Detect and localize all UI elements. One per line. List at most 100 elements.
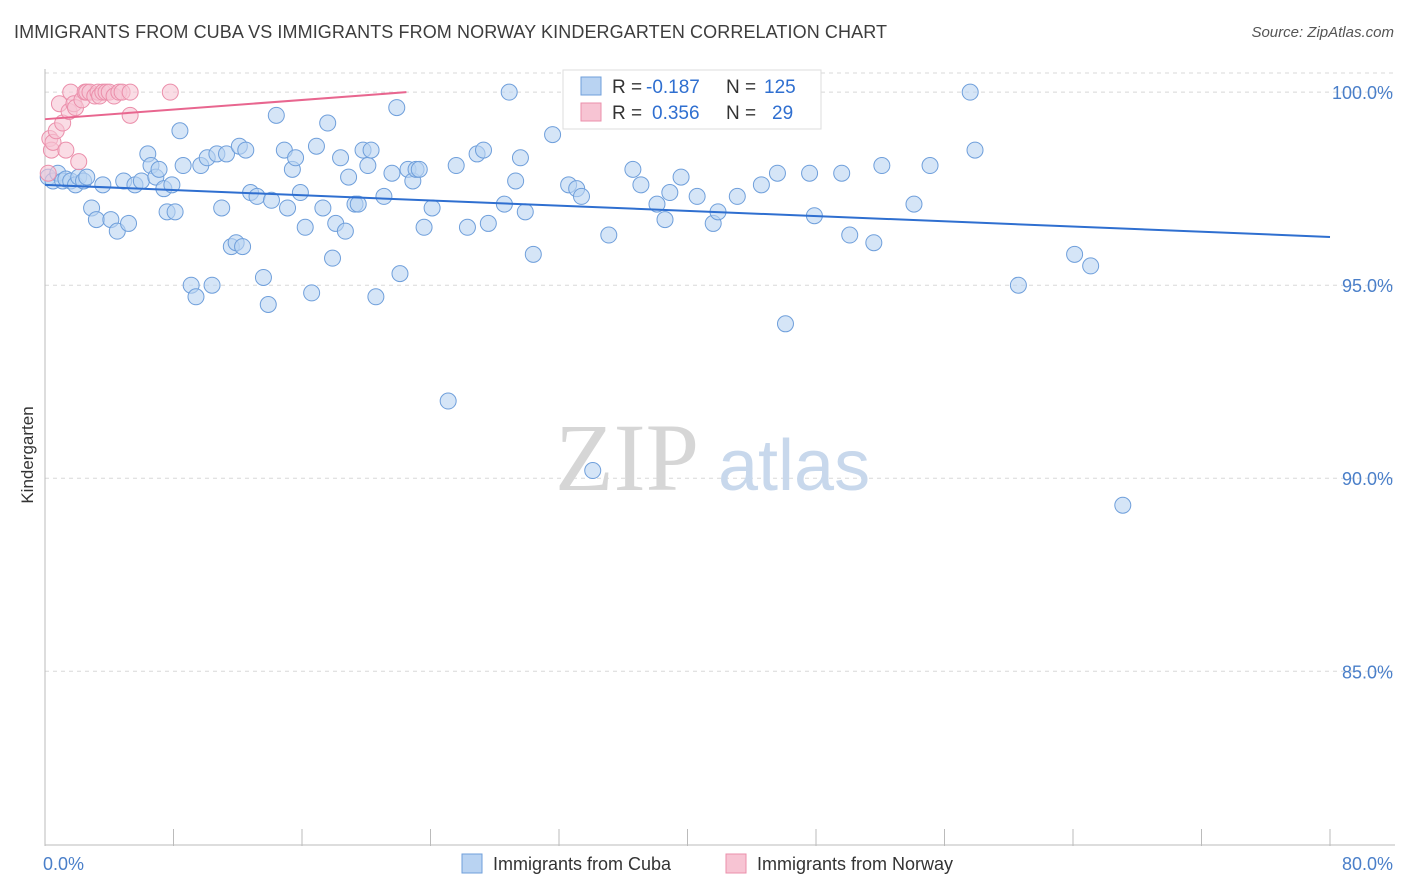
data-point-cuba	[475, 141, 493, 159]
data-point-cuba	[362, 141, 380, 159]
data-point-cuba	[367, 288, 385, 306]
data-point-cuba	[78, 168, 96, 186]
data-point-cuba	[262, 191, 280, 209]
data-point-cuba	[259, 296, 277, 314]
data-point-norway	[161, 83, 179, 101]
data-point-cuba	[672, 168, 690, 186]
data-point-cuba	[801, 164, 819, 182]
data-point-cuba	[447, 157, 465, 175]
data-point-norway	[57, 141, 75, 159]
data-point-cuba	[921, 157, 939, 175]
stats-n-label-norway: N =	[726, 103, 756, 124]
y-tick-label: 85.0%	[1342, 662, 1393, 682]
data-point-cuba	[624, 160, 642, 178]
data-point-norway	[70, 153, 88, 171]
data-point-cuba	[187, 288, 205, 306]
data-point-cuba	[391, 265, 409, 283]
data-point-cuba	[375, 187, 393, 205]
data-point-cuba	[171, 122, 189, 140]
data-point-cuba	[961, 83, 979, 101]
data-point-cuba	[267, 106, 285, 124]
data-point-cuba	[234, 238, 252, 256]
data-point-cuba	[349, 195, 367, 213]
data-point-cuba	[203, 276, 221, 294]
stats-swatch-norway	[580, 102, 602, 122]
data-point-cuba	[303, 284, 321, 302]
data-point-cuba	[359, 157, 377, 175]
stats-n-value-norway: 29	[772, 103, 793, 124]
source-attribution: Source: ZipAtlas.com	[1251, 24, 1394, 41]
stats-n-value-cuba: 125	[764, 77, 796, 98]
data-point-cuba	[728, 187, 746, 205]
data-point-cuba	[500, 83, 518, 101]
data-point-cuba	[479, 214, 497, 232]
data-point-cuba	[332, 149, 350, 167]
x-tick-label-max: 80.0%	[1342, 854, 1393, 874]
legend-label-cuba: Immigrants from Cuba	[493, 854, 672, 874]
data-points	[39, 83, 1132, 514]
data-point-cuba	[752, 176, 770, 194]
stats-r-label-norway: R =	[612, 103, 642, 124]
stats-r-label-cuba: R =	[612, 77, 642, 98]
data-point-cuba	[572, 187, 590, 205]
stats-n-label-cuba: N =	[726, 77, 756, 98]
axes	[44, 69, 1395, 846]
data-point-cuba	[905, 195, 923, 213]
stats-swatch-cuba	[580, 76, 602, 96]
y-tick-label: 95.0%	[1342, 276, 1393, 296]
data-point-cuba	[661, 184, 679, 202]
data-point-cuba	[314, 199, 332, 217]
data-point-cuba	[94, 176, 112, 194]
data-point-cuba	[166, 203, 184, 221]
data-point-cuba	[87, 211, 105, 229]
watermark-atlas: atlas	[718, 426, 870, 506]
data-point-cuba	[776, 315, 794, 333]
data-point-cuba	[865, 234, 883, 252]
data-point-cuba	[1082, 257, 1100, 275]
data-point-cuba	[873, 157, 891, 175]
data-point-cuba	[1009, 276, 1027, 294]
stats-r-value-cuba: -0.187	[646, 77, 700, 98]
data-point-cuba	[279, 199, 297, 217]
data-point-cuba	[524, 245, 542, 263]
legend: Immigrants from Cuba Immigrants from Nor…	[461, 853, 953, 874]
data-point-cuba	[291, 184, 309, 202]
data-point-cuba	[841, 226, 859, 244]
data-point-cuba	[307, 137, 325, 155]
stats-r-value-norway: 0.356	[652, 103, 700, 124]
data-point-cuba	[132, 172, 150, 190]
data-point-cuba	[966, 141, 984, 159]
data-point-cuba	[319, 114, 337, 132]
data-point-norway	[121, 83, 139, 101]
trend-lines	[44, 91, 1331, 238]
data-point-cuba	[296, 218, 314, 236]
data-point-cuba	[511, 149, 529, 167]
data-point-cuba	[439, 392, 457, 410]
chart-title: IMMIGRANTS FROM CUBA VS IMMIGRANTS FROM …	[14, 22, 888, 42]
data-point-norway	[39, 164, 57, 182]
data-point-cuba	[833, 164, 851, 182]
data-point-cuba	[213, 199, 231, 217]
grid-lines	[45, 72, 1395, 672]
data-point-cuba	[340, 168, 358, 186]
data-point-cuba	[336, 222, 354, 240]
stats-box-frame	[562, 69, 822, 130]
y-tick-label: 100.0%	[1332, 83, 1393, 103]
data-point-cuba	[248, 187, 266, 205]
y-tick-label: 90.0%	[1342, 469, 1393, 489]
data-point-cuba	[584, 462, 602, 480]
legend-swatch-norway	[725, 853, 747, 874]
data-point-cuba	[218, 145, 236, 163]
data-point-norway	[121, 106, 139, 124]
data-point-cuba	[544, 126, 562, 144]
data-point-cuba	[516, 203, 534, 221]
data-point-cuba	[507, 172, 525, 190]
legend-label-norway: Immigrants from Norway	[757, 854, 953, 874]
data-point-cuba	[324, 249, 342, 267]
watermark: ZIP atlas	[555, 404, 870, 511]
data-point-cuba	[648, 195, 666, 213]
x-tick-label-min: 0.0%	[43, 854, 84, 874]
data-point-cuba	[688, 187, 706, 205]
data-point-cuba	[174, 157, 192, 175]
